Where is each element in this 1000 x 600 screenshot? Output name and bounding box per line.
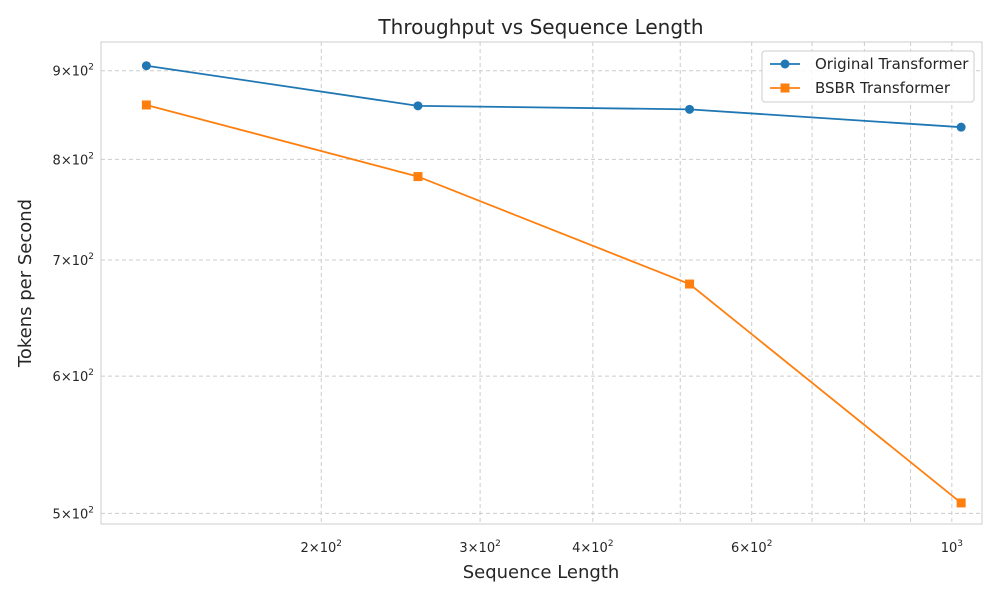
data-point (956, 498, 966, 508)
x-tick-label: 3×102 (459, 539, 500, 556)
grid-lines (101, 42, 982, 524)
legend: Original Transformer BSBR Transformer (761, 50, 975, 103)
y-axis-title: Tokens per Second (15, 199, 36, 368)
legend-marker (780, 59, 790, 69)
series-line (146, 104, 962, 504)
data-point (141, 61, 151, 71)
plot-area (100, 41, 983, 525)
chart-title: Throughput vs Sequence Length (377, 15, 703, 39)
legend-label: BSBR Transformer (815, 79, 951, 97)
series-bsbr-transformer (141, 100, 966, 508)
data-point (141, 100, 151, 110)
y-tick-label: 9×102 (53, 63, 94, 80)
x-tick-label: 4×102 (572, 539, 613, 556)
legend-marker (780, 83, 790, 93)
x-tick-label: 6×102 (731, 539, 772, 556)
x-axis-title: Sequence Length (463, 562, 620, 583)
series-original-transformer (141, 61, 966, 132)
data-point (685, 279, 695, 289)
data-series (141, 61, 966, 508)
legend-label: Original Transformer (815, 55, 969, 73)
data-point (956, 122, 966, 132)
data-point (413, 172, 423, 182)
x-tick-label: 2×102 (301, 539, 342, 556)
legend-entry: BSBR Transformer (770, 79, 951, 97)
y-tick-label: 5×102 (53, 505, 94, 522)
data-point (413, 101, 423, 111)
series-line (146, 64, 962, 129)
y-tick-label: 7×102 (53, 252, 94, 269)
y-tick-label: 6×102 (53, 368, 94, 385)
y-tick-label: 8×102 (53, 151, 94, 168)
data-point (685, 104, 695, 114)
tick-labels: 2×102 3×102 4×102 6×102 103 5×102 6×102 7×102 8×… (53, 63, 963, 556)
x-tick-label: 103 (941, 539, 963, 556)
legend-entry: Original Transformer (770, 55, 969, 73)
legend-frame (761, 50, 975, 103)
